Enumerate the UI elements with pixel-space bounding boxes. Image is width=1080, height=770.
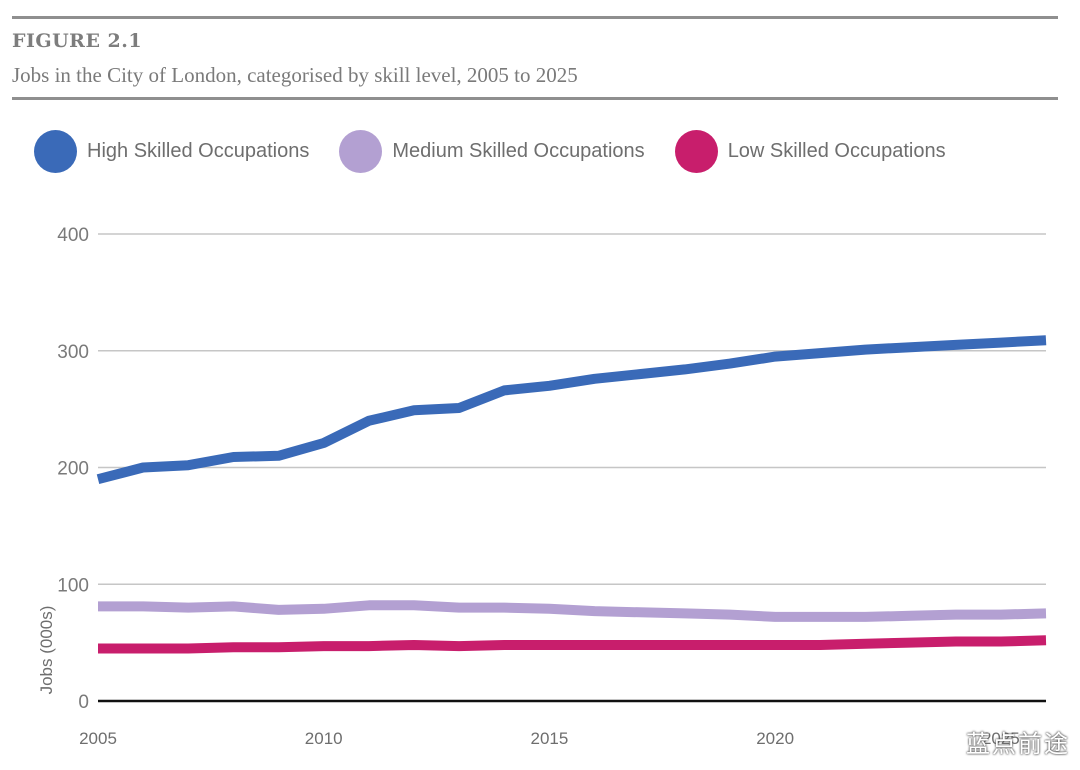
x-tick-label-2010: 2010 [305,729,343,748]
title-rule [12,97,1058,100]
legend-label-medium: Medium Skilled Occupations [392,140,645,162]
series-line-medium [98,600,1047,622]
watermark: 蓝点前途 [966,731,1070,758]
x-tick-label-2025: 2025 [982,729,1020,748]
legend-item-low: Low Skilled Occupations [674,130,946,173]
chart-legend: High Skilled Occupations Medium Skilled … [34,130,976,173]
legend-dot-high [34,130,77,173]
y-tick-label-400: 400 [57,225,89,246]
legend-item-medium: Medium Skilled Occupations [339,130,645,173]
figure-title: Jobs in the City of London, categorised … [12,63,578,87]
figure-label: FIGURE 2.1 [12,30,143,52]
x-tick-label-2015: 2015 [531,729,569,748]
series-line-low [98,635,1047,654]
y-tick-label-100: 100 [57,575,89,596]
x-tick-label-2005: 2005 [79,729,117,748]
y-tick-label-0: 0 [78,692,89,713]
y-tick-label-200: 200 [57,459,89,480]
x-tick-label-2020: 2020 [756,729,794,748]
legend-dot-low [674,130,718,173]
top-rule [12,16,1058,19]
legend-item-high: High Skilled Occupations [34,130,309,173]
legend-label-low: Low Skilled Occupations [727,140,946,162]
legend-dot-medium [339,130,383,173]
legend-label-high: High Skilled Occupations [87,140,310,162]
series-line-high [96,335,1047,485]
y-tick-label-300: 300 [57,342,89,363]
y-axis-label: Jobs (000s) [37,606,56,695]
